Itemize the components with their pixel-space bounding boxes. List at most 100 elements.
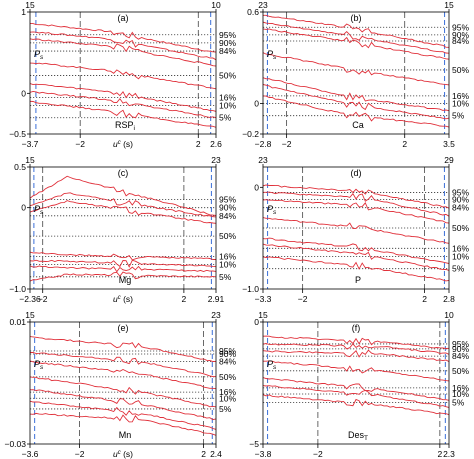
y-axis-label: Ps [34, 359, 44, 371]
x-tick-label: −2 [75, 449, 85, 459]
series-line-3 [30, 200, 216, 224]
panel-label: (a) [118, 13, 129, 23]
plot-frame [262, 166, 450, 290]
series-line-6 [263, 84, 449, 120]
top-tick-label: 15 [444, 0, 454, 10]
series-line-7 [30, 271, 216, 282]
x-tick-label: 2 [182, 294, 187, 304]
series-line-1 [30, 336, 216, 363]
percentile-label-10: 10% [219, 393, 236, 403]
series-line-4 [30, 251, 216, 261]
x-tick-label: −3.7 [22, 139, 39, 149]
percentile-label-16: 16% [452, 383, 469, 393]
series-group [30, 22, 216, 128]
percentile-label-90: 90% [219, 38, 236, 48]
percentile-label-10: 10% [452, 99, 469, 109]
series-line-5 [30, 83, 216, 112]
x-axis-label-superscript: c [118, 140, 121, 146]
percentile-label-50: 50% [219, 231, 236, 241]
percentile-label-5: 5% [452, 111, 465, 121]
y-axis-label-subscript: s [273, 209, 277, 216]
y-axis-label-subscript: s [40, 209, 44, 216]
plot-frame [29, 166, 217, 290]
y-tick-label: 0 [21, 203, 26, 213]
percentile-label-84: 84% [452, 36, 469, 46]
series-line-5 [263, 237, 449, 264]
x-tick-label: −3.6 [22, 449, 39, 459]
percentile-label-95: 95% [219, 346, 236, 356]
y-tick-label: −0.5 [9, 129, 26, 139]
series-group [263, 184, 449, 282]
percentile-label-5: 5% [219, 113, 232, 123]
series-group [263, 14, 449, 128]
x-tick-label: 2.4 [210, 449, 222, 459]
series-line-2 [263, 343, 449, 355]
panel-label: (e) [118, 323, 129, 333]
percentile-label-95: 95% [452, 187, 469, 197]
panel-6: −3.8 −2 2 2.3 15 10 0 −5 Ps (f) DesT 95%90%84% 50% 16… [249, 310, 469, 459]
panel-variable-label: P [355, 275, 361, 285]
y-axis-label-subscript: s [40, 54, 44, 61]
y-tick-label: 0 [21, 88, 26, 98]
x-tick-label: 2 [437, 449, 442, 459]
series-group [30, 336, 216, 436]
top-tick-label: 29 [444, 155, 454, 165]
series-line-4 [263, 217, 449, 244]
x-tick-label: 2 [422, 294, 427, 304]
top-tick-label: 23 [258, 155, 268, 165]
percentile-label-16: 16% [219, 387, 236, 397]
x-axis-label: uc (s) [113, 449, 133, 459]
series-line-3 [30, 38, 216, 67]
percentile-label-84: 84% [452, 351, 469, 361]
percentile-label-90: 90% [452, 195, 469, 205]
series-line-2 [30, 31, 216, 61]
percentile-label-5: 5% [452, 264, 465, 274]
series-line-3 [30, 360, 216, 390]
x-tick-label: −3.3 [255, 294, 272, 304]
y-tick-label: 0.6 [247, 7, 259, 17]
y-axis-label-subscript: s [40, 364, 44, 371]
percentile-label-10: 10% [452, 389, 469, 399]
x-tick-label: 2.3 [443, 449, 455, 459]
top-tick-label: 15 [25, 0, 35, 10]
series-line-1 [30, 22, 216, 53]
y-tick-label: 0.01 [9, 317, 26, 327]
top-tick-label: 23 [211, 155, 221, 165]
panel-3: −2.36−2 2 2.91 15 23 0.5 0 −1.0 Ps (c) Mg uc (s) 95%… [9, 155, 236, 304]
series-line-7 [263, 394, 449, 416]
percentile-label-50: 50% [219, 372, 236, 382]
y-tick-label: −1.0 [242, 284, 259, 294]
y-axis-label: Ps [267, 359, 277, 371]
y-axis-label: Ps [267, 49, 277, 61]
series-line-6 [263, 385, 449, 408]
x-tick-label: 2.8 [443, 294, 455, 304]
series-line-3 [263, 28, 449, 60]
panel-label: (b) [351, 13, 362, 23]
top-tick-label: 15 [25, 310, 35, 320]
y-tick-label: 0.5 [14, 162, 26, 172]
series-line-6 [30, 265, 216, 273]
series-line-5 [263, 377, 449, 401]
percentile-label-90: 90% [452, 344, 469, 354]
x-axis-label-superscript: c [118, 295, 121, 301]
x-tick-label: −2 [298, 294, 308, 304]
percentile-label-16: 16% [219, 92, 236, 102]
percentile-label-90: 90% [452, 30, 469, 40]
y-tick-label: −1.0 [9, 284, 26, 294]
y-tick-label: 0 [254, 99, 259, 109]
percentile-label-10: 10% [219, 101, 236, 111]
series-line-6 [263, 243, 449, 271]
series-line-5 [30, 259, 216, 268]
top-tick-label: 10 [444, 310, 454, 320]
percentile-label-10: 10% [452, 251, 469, 261]
top-tick-label: 15 [25, 155, 35, 165]
percentile-label-10: 10% [219, 260, 236, 270]
x-tick-label: −2.8 [255, 139, 272, 149]
series-line-1 [263, 184, 449, 209]
y-tick-label: 1 [21, 7, 26, 17]
x-tick-label: −3.8 [255, 449, 272, 459]
panel-variable-subscript: T [364, 435, 368, 442]
series-line-6 [30, 90, 216, 119]
